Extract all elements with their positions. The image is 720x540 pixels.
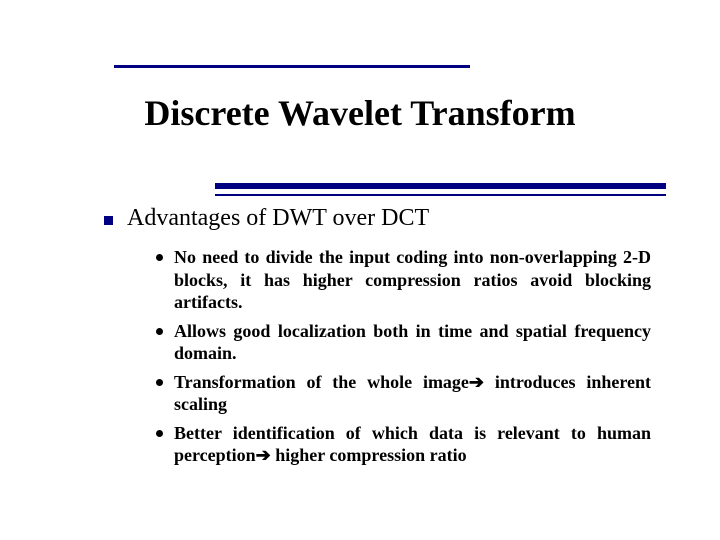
square-bullet-icon (104, 216, 113, 225)
round-bullet-icon (156, 328, 163, 335)
round-bullet-icon (156, 430, 163, 437)
mid-rule-thin (215, 194, 666, 196)
list-item: No need to divide the input coding into … (156, 246, 651, 314)
list-item-text: Allows good localization both in time an… (174, 320, 651, 365)
list-item: Transformation of the whole image➔ intro… (156, 371, 651, 416)
round-bullet-icon (156, 254, 163, 261)
slide-title: Discrete Wavelet Transform (0, 92, 720, 134)
mid-rule-thick (215, 183, 666, 189)
level1-item: Advantages of DWT over DCT (104, 205, 654, 232)
content-area: Advantages of DWT over DCT No need to di… (104, 205, 654, 473)
list-item-text: No need to divide the input coding into … (174, 246, 651, 314)
list-item-text: Better identification of which data is r… (174, 422, 651, 467)
round-bullet-icon (156, 379, 163, 386)
list-item-text: Transformation of the whole image➔ intro… (174, 371, 651, 416)
level2-list: No need to divide the input coding into … (156, 246, 651, 467)
level1-text: Advantages of DWT over DCT (127, 205, 429, 232)
top-rule (114, 65, 470, 68)
list-item: Better identification of which data is r… (156, 422, 651, 467)
slide: Discrete Wavelet Transform Advantages of… (0, 0, 720, 540)
list-item: Allows good localization both in time an… (156, 320, 651, 365)
